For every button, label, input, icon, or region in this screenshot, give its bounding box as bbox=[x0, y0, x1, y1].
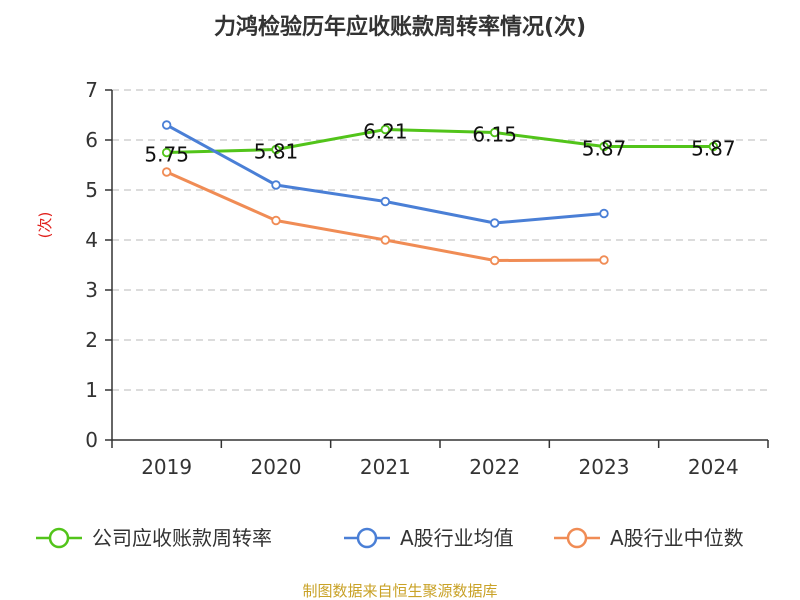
x-tick-label: 2019 bbox=[141, 455, 192, 479]
legend-label: 公司应收账款周转率 bbox=[92, 526, 272, 550]
x-tick-label: 2022 bbox=[469, 455, 520, 479]
data-label: 6.21 bbox=[363, 120, 408, 144]
legend-label: A股行业均值 bbox=[400, 526, 514, 550]
x-tick-label: 2024 bbox=[688, 455, 739, 479]
source-note: 制图数据来自恒生聚源数据库 bbox=[302, 582, 497, 600]
data-point bbox=[271, 180, 281, 190]
data-label: 6.15 bbox=[472, 123, 517, 147]
legend-marker bbox=[48, 527, 70, 549]
y-tick-label: 2 bbox=[85, 328, 98, 352]
data-point bbox=[599, 141, 609, 152]
data-point bbox=[271, 215, 281, 226]
data-label: 5.75 bbox=[144, 143, 189, 167]
y-tick-label: 5 bbox=[85, 178, 98, 202]
data-point bbox=[271, 144, 281, 155]
x-tick-label: 2021 bbox=[360, 455, 411, 479]
y-tick-label: 1 bbox=[85, 378, 98, 402]
data-point bbox=[489, 255, 500, 266]
data-label: 5.81 bbox=[254, 140, 299, 164]
y-tick-label: 0 bbox=[85, 428, 98, 452]
data-point bbox=[599, 255, 609, 265]
grid bbox=[112, 89, 768, 391]
y-tick-label: 7 bbox=[85, 78, 98, 102]
data-point bbox=[161, 120, 172, 130]
data-label: 5.87 bbox=[691, 137, 736, 161]
x-tick-label: 2023 bbox=[579, 455, 630, 479]
legend-marker bbox=[566, 527, 588, 549]
series-line-2 bbox=[166, 170, 605, 262]
data-point bbox=[161, 167, 172, 177]
chart-title: 力鸿检验历年应收账款周转率情况(次) bbox=[214, 14, 586, 40]
data-point bbox=[380, 196, 391, 207]
series-line-0 bbox=[166, 128, 714, 154]
series-group bbox=[161, 120, 719, 266]
y-tick-label: 4 bbox=[85, 228, 98, 252]
y-axis-label: (次) bbox=[36, 212, 54, 239]
data-point bbox=[380, 124, 391, 135]
legend-marker bbox=[356, 527, 378, 549]
y-tick-label: 3 bbox=[85, 278, 98, 302]
x-tick-label: 2020 bbox=[251, 455, 302, 479]
data-point bbox=[161, 147, 172, 158]
data-point bbox=[489, 218, 500, 228]
data-point bbox=[380, 235, 391, 245]
data-label: 5.87 bbox=[582, 137, 627, 161]
legend: 公司应收账款周转率 A股行业均值 A股行业中位数 bbox=[36, 526, 744, 550]
axes: 0 1 2 3 4 5 6 7 2019 2020 2021 2022 2023 2024 bbox=[85, 78, 769, 479]
data-point bbox=[599, 208, 609, 219]
data-point bbox=[708, 141, 719, 152]
data-point bbox=[489, 127, 500, 138]
data-labels: 5.75 5.81 6.21 6.15 5.87 5.87 bbox=[144, 120, 735, 167]
legend-label: A股行业中位数 bbox=[610, 526, 744, 550]
y-tick-label: 6 bbox=[85, 128, 98, 152]
